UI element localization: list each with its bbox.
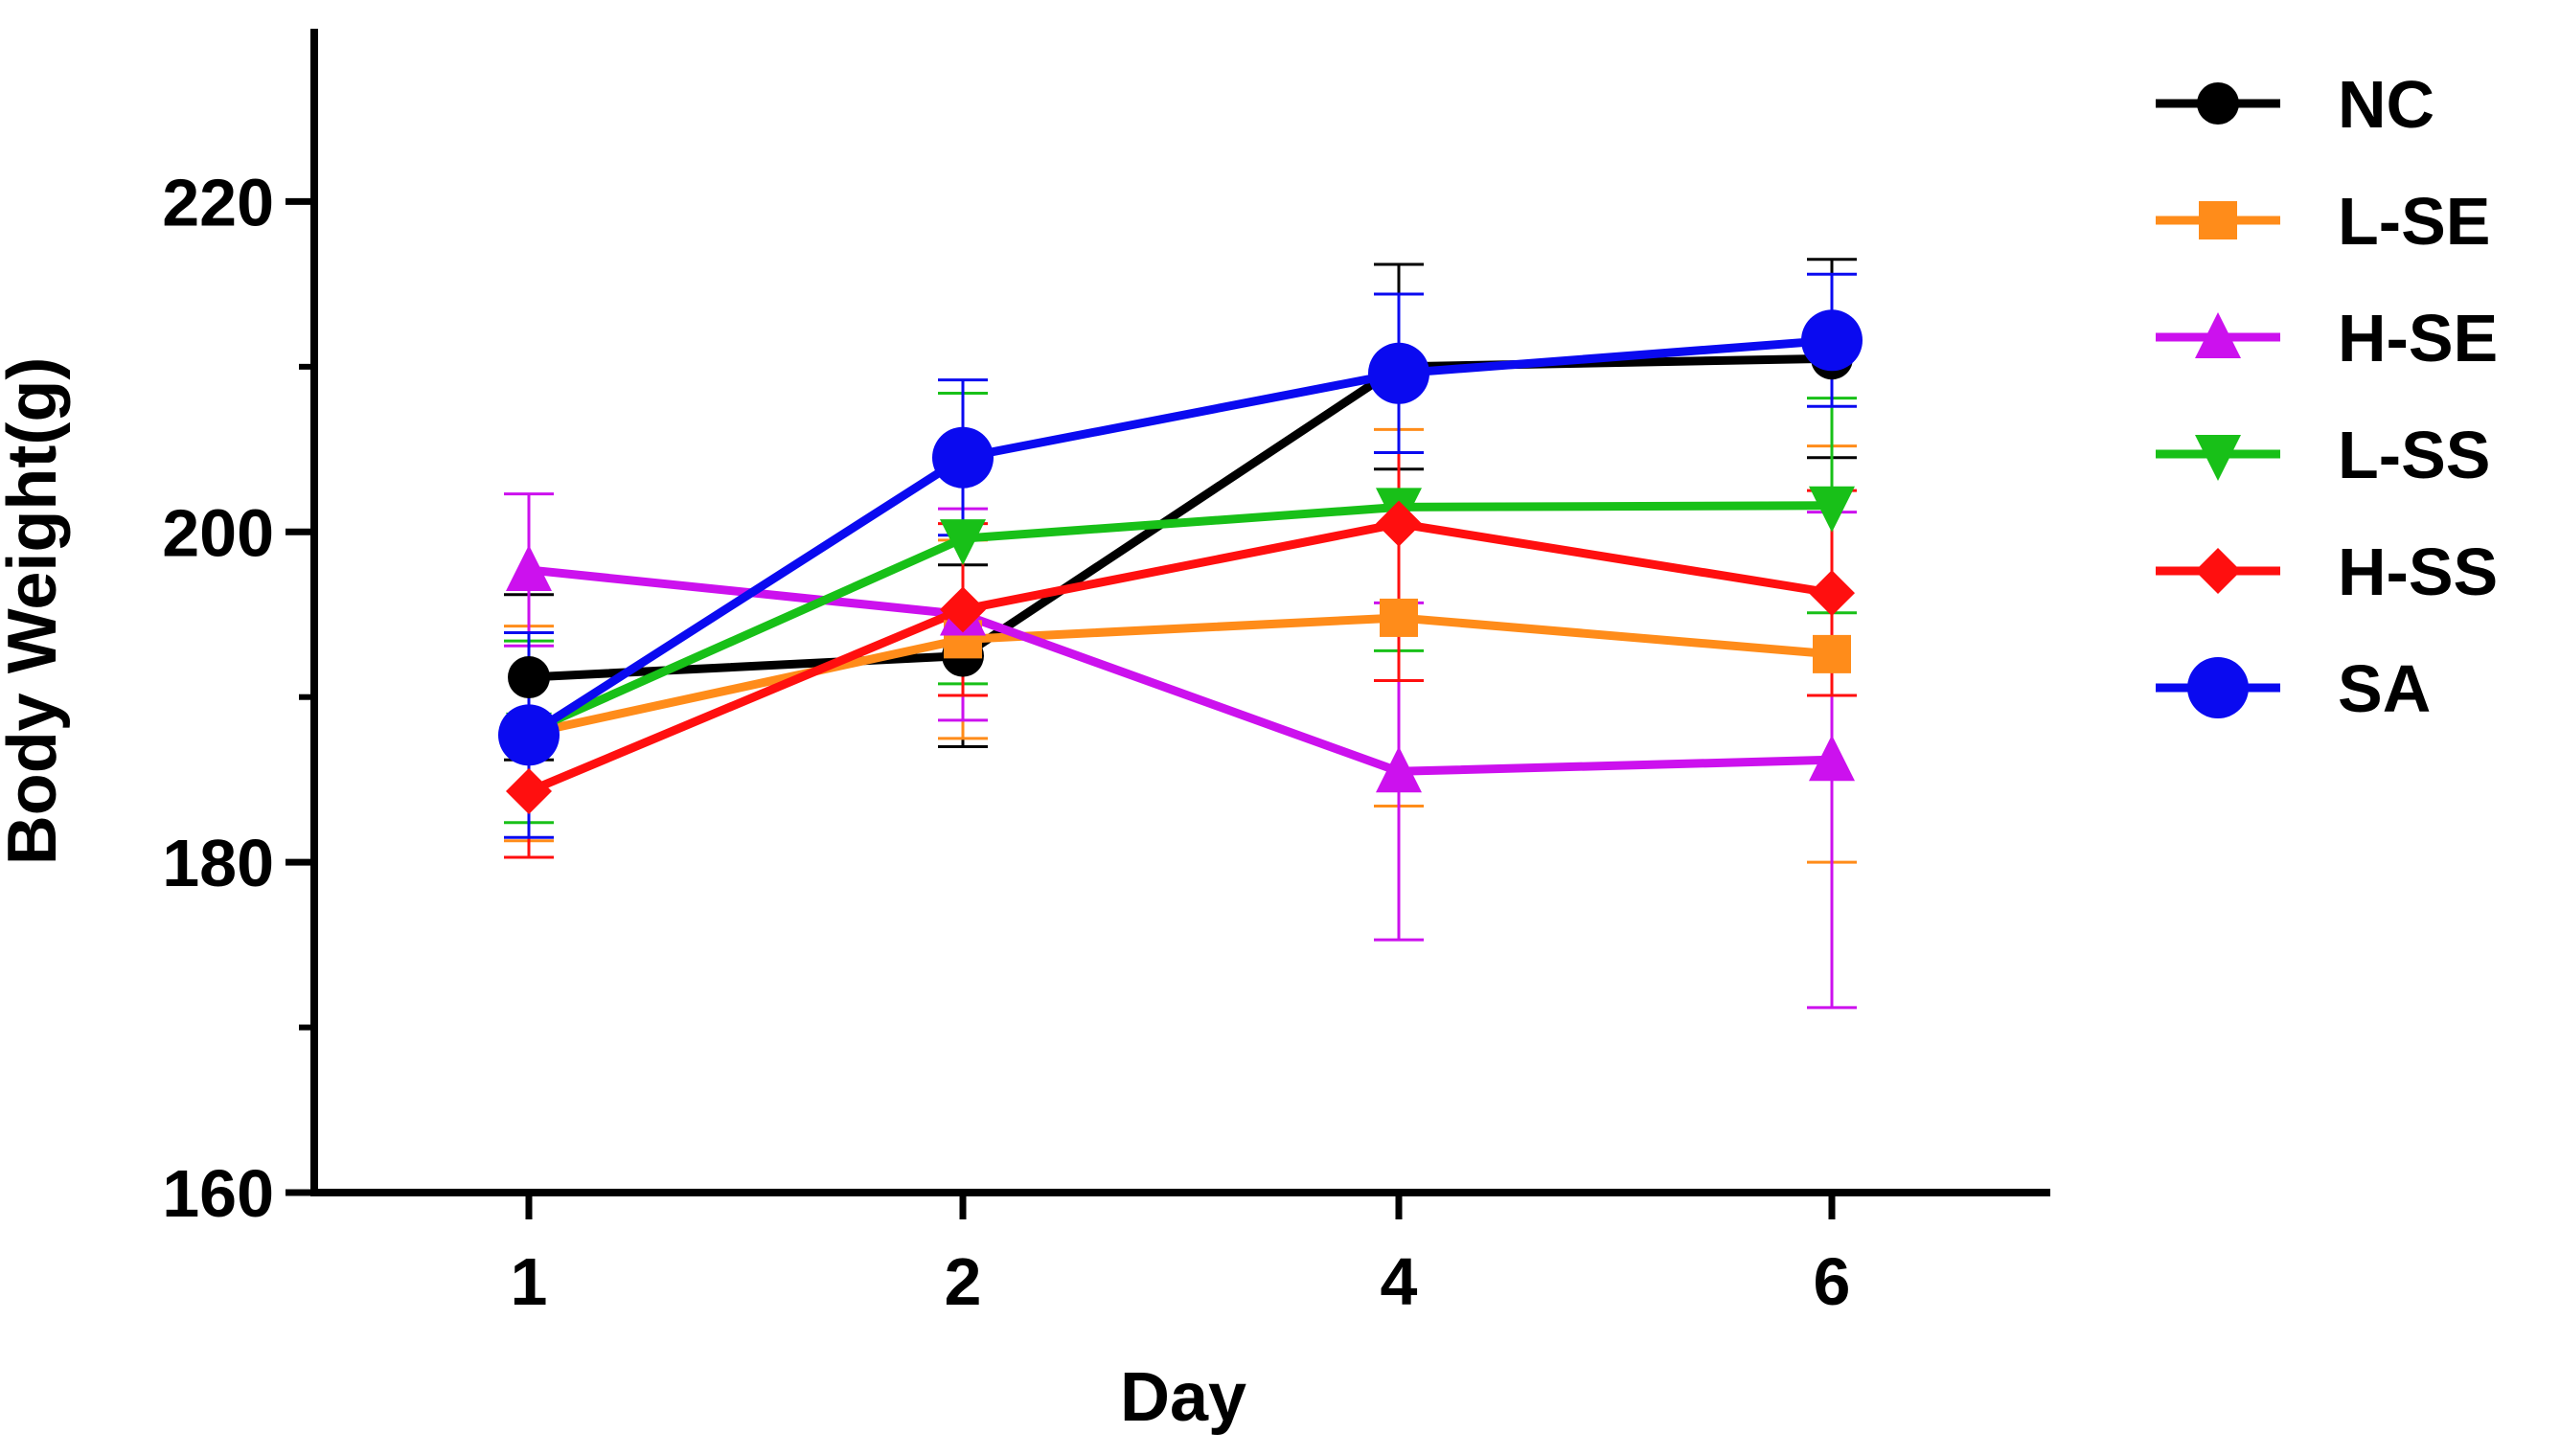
legend-label-l-ss: L-SS bbox=[2338, 418, 2490, 492]
point-sa bbox=[932, 426, 994, 489]
legend-label-l-se: L-SE bbox=[2338, 184, 2490, 259]
legend-marker-h-ss bbox=[2195, 548, 2241, 594]
y-tick-label: 220 bbox=[162, 165, 274, 239]
legend-label-nc: NC bbox=[2338, 67, 2434, 142]
point-h-se bbox=[1809, 735, 1855, 782]
point-h-ss bbox=[506, 767, 552, 814]
point-h-ss bbox=[940, 586, 986, 633]
point-h-ss bbox=[1376, 500, 1422, 547]
point-sa bbox=[1801, 309, 1863, 372]
legend-label-sa: SA bbox=[2338, 651, 2431, 726]
legend-marker-l-se bbox=[2199, 201, 2237, 239]
x-tick-label: 4 bbox=[1381, 1244, 1418, 1319]
x-tick-label: 6 bbox=[1814, 1244, 1851, 1319]
y-tick-label: 160 bbox=[162, 1156, 274, 1231]
point-h-ss bbox=[1809, 570, 1855, 617]
point-l-ss bbox=[940, 519, 986, 566]
legend-marker-nc bbox=[2197, 82, 2239, 125]
series-line-l-ss bbox=[527, 501, 1833, 737]
y-tick-label: 200 bbox=[162, 495, 274, 570]
point-l-se bbox=[1813, 634, 1851, 673]
point-l-se bbox=[1380, 598, 1418, 637]
legend-marker-sa bbox=[2187, 657, 2249, 718]
y-tick-label: 180 bbox=[162, 826, 274, 900]
legend-marker-h-se bbox=[2195, 312, 2241, 358]
series-markers bbox=[498, 309, 1863, 814]
series-line-nc bbox=[528, 353, 1833, 682]
x-tick-label: 2 bbox=[945, 1244, 982, 1319]
legend: NC L-SE H-SE L-SS H-SS SA bbox=[2156, 67, 2498, 726]
legend-marker-l-ss bbox=[2195, 435, 2241, 481]
series-lines bbox=[526, 335, 1833, 796]
series-line-l-se bbox=[528, 613, 1833, 739]
x-axis-title: Day bbox=[1120, 1359, 1246, 1436]
series-line-h-ss bbox=[527, 519, 1833, 796]
axes: 160 180 200 220 1 2 4 6 bbox=[162, 29, 2050, 1319]
point-sa bbox=[1368, 342, 1429, 404]
y-axis-title: Body Weight(g) bbox=[0, 357, 71, 866]
error-bars bbox=[504, 258, 1857, 1010]
legend-label-h-ss: H-SS bbox=[2338, 535, 2498, 609]
point-nc bbox=[508, 656, 550, 699]
point-sa bbox=[498, 704, 560, 766]
point-h-se bbox=[506, 544, 552, 591]
series-line-sa bbox=[526, 335, 1833, 739]
point-h-se bbox=[1376, 746, 1422, 793]
point-l-ss bbox=[1809, 486, 1855, 533]
legend-label-h-se: H-SE bbox=[2338, 301, 2498, 375]
x-tick-label: 1 bbox=[511, 1244, 548, 1319]
